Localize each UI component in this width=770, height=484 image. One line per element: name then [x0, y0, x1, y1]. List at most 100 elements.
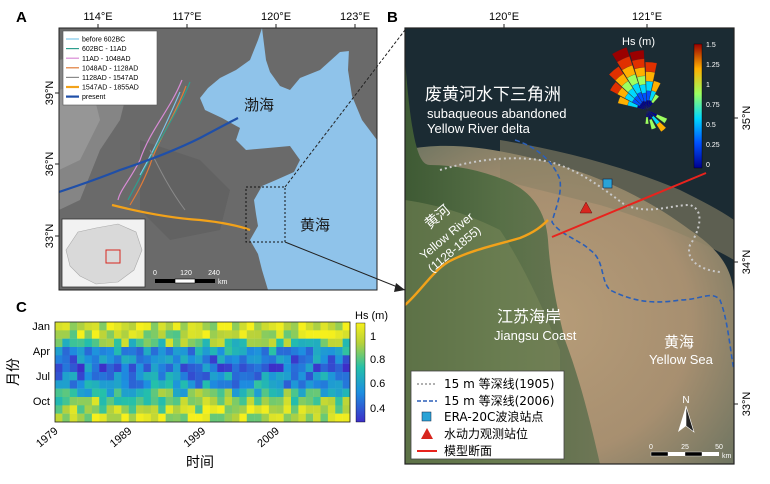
heatmap-cell [261, 347, 270, 356]
panel-b-legend: 15 m 等深线(1905) 15 m 等深线(2006) ERA-20C波浪站… [410, 370, 565, 460]
heatmap-cell [217, 380, 225, 389]
heatmap-cell [84, 405, 93, 414]
heatmap-cell [261, 405, 270, 414]
heatmap-cell [261, 397, 270, 406]
heatmap-cell [62, 363, 70, 373]
heatmap-cell [305, 363, 314, 373]
heatmap-cell [136, 388, 144, 398]
heatmap-cell [209, 397, 218, 406]
north-label: N [682, 395, 689, 406]
heatmap-cell [335, 347, 343, 356]
heatmap-cell [291, 338, 299, 348]
heatmap-cell [327, 405, 336, 414]
heatmap-cell [276, 322, 284, 331]
heatmap-cell [69, 322, 78, 331]
heatmap-cell [128, 347, 137, 356]
heatmap-cell [91, 363, 100, 373]
heatmap-cell [121, 355, 129, 364]
heatmap-cell [136, 347, 144, 356]
heatmap-cell [254, 330, 262, 339]
heatmap-cell [291, 322, 299, 331]
heatmap-cell [261, 380, 270, 389]
heatmap-cell [150, 372, 159, 381]
heatmap-cell [239, 397, 247, 406]
heatmap-cell [165, 397, 174, 406]
legend-b-isobath-2006: 15 m 等深线(2006) [444, 394, 555, 408]
heatmap-cell [150, 363, 159, 373]
heatmap-cell [291, 397, 299, 406]
heatmap-cell [327, 347, 336, 356]
heatmap-cell [217, 338, 225, 348]
heatmap-cell [128, 372, 137, 381]
heatmap-cell [298, 330, 306, 339]
heatmap-cell [291, 363, 299, 373]
heatmap-cell [217, 322, 225, 331]
heatmap-cell [268, 397, 277, 406]
heatmap-cell [121, 363, 129, 373]
heatmap-cell [327, 338, 336, 348]
heatmap-cell [158, 413, 166, 423]
heatmap-cb-tick-2: 0.6 [370, 378, 385, 390]
heatmap-cell [209, 413, 218, 423]
heatmap-cell [342, 363, 351, 373]
heatmap-cell [342, 355, 351, 364]
rose-cb-tick-3: 0.75 [706, 102, 720, 109]
rose-petal [640, 102, 648, 111]
heatmap-cell [121, 405, 129, 414]
heatmap-cell [239, 347, 247, 356]
heatmap-cell [239, 388, 247, 398]
heatmap-cell [143, 372, 152, 381]
heatmap-cell [69, 397, 78, 406]
heatmap-cell [55, 355, 63, 364]
heatmap-cell [202, 322, 211, 331]
heatmap-cb-tick-3: 0.4 [370, 403, 385, 415]
heatmap-cell [217, 372, 225, 381]
heatmap-cell [239, 413, 247, 423]
panel-c-label: C [16, 299, 27, 316]
heatmap-cell [298, 380, 306, 389]
heatmap-cell [99, 322, 107, 331]
heatmap-cell [209, 405, 218, 414]
heatmap-cell [232, 347, 240, 356]
rose-cb-tick-0: 1.5 [706, 42, 716, 49]
panel-a-korea [348, 28, 377, 140]
heatmap-cell [99, 363, 107, 373]
heatmap-cell [69, 372, 78, 381]
heatmap-cell [84, 372, 93, 381]
legend-a-label-0: before 602BC [82, 37, 125, 44]
heatmap-cell [246, 355, 255, 364]
heatmap-cell [209, 355, 218, 364]
heatmap-cell [254, 380, 262, 389]
heatmap-cell [165, 322, 174, 331]
heatmap-cell [77, 405, 85, 414]
heatmap-cell [128, 413, 137, 423]
heatmap-cell [128, 388, 137, 398]
heatmap-cell [320, 330, 329, 339]
heatmap-cell [246, 380, 255, 389]
heatmap-cell [128, 330, 137, 339]
coast-label-en: Jiangsu Coast [494, 328, 577, 343]
heatmap-cell [136, 363, 144, 373]
heatmap-cell [106, 372, 115, 381]
heatmap-cell [158, 405, 166, 414]
heatmap-cell [121, 347, 129, 356]
heatmap-cell [224, 397, 233, 406]
model-transect [551, 172, 707, 238]
heatmap-cell [62, 397, 70, 406]
heatmap-cell [180, 322, 188, 331]
heatmap-y-tick-3: Oct [33, 396, 50, 408]
heatmap-cell [195, 413, 203, 423]
heatmap-cell [320, 363, 329, 373]
heatmap-cell [195, 397, 203, 406]
heatmap-cell [195, 322, 203, 331]
heatmap-cell [283, 338, 292, 348]
heatmap-cell [114, 405, 122, 414]
heatmap-cell [173, 372, 181, 381]
heatmap-cell [69, 413, 78, 423]
heatmap-cell [283, 372, 292, 381]
heatmap-cell [283, 330, 292, 339]
heatmap-cell [91, 413, 100, 423]
rose-petal [646, 100, 650, 111]
heatmap-cell [195, 405, 203, 414]
heatmap-cell [114, 388, 122, 398]
